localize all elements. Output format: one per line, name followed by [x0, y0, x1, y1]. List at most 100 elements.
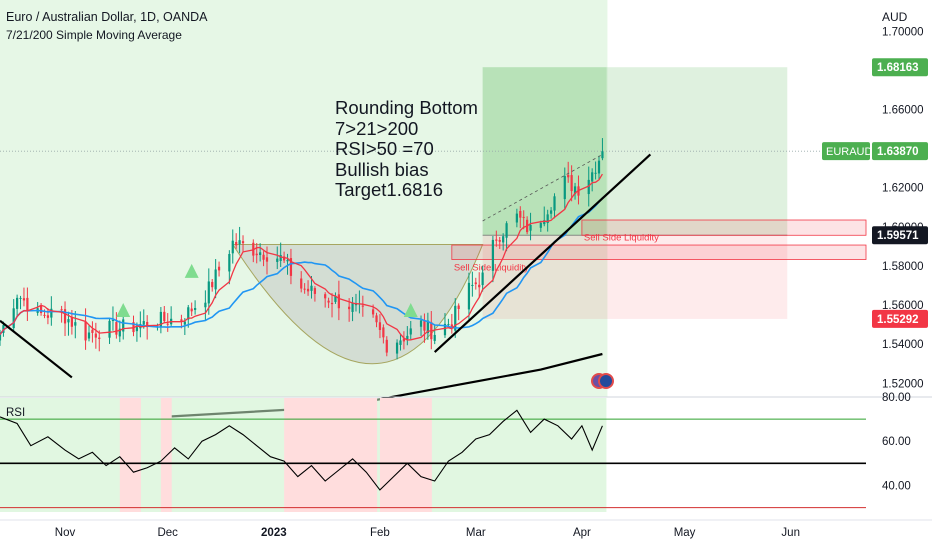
candle-body [22, 298, 26, 301]
price-tag [872, 309, 928, 328]
au-event-icon [598, 373, 614, 389]
rsi-background-band [379, 398, 432, 512]
symbol-tag [822, 142, 870, 161]
candle-body [515, 213, 518, 223]
rsi-axis-tick: 80.00 [882, 392, 911, 404]
candle-body [399, 340, 402, 345]
long-position-stop-zone [482, 235, 788, 319]
indicator-legend: 7/21/200 Simple Moving Average [6, 28, 182, 42]
rsi-background-band [160, 398, 172, 512]
projection-dashed-line [482, 154, 603, 222]
time-axis-tick: Jun [781, 527, 800, 539]
price-tag [872, 58, 928, 77]
rsi-axis-tick: 40.00 [882, 480, 911, 492]
trendline [433, 153, 652, 353]
sell-side-liquidity-label: Sell Side Liquidity [584, 232, 659, 243]
price-axis-tick: 1.70000 [882, 26, 924, 38]
candle-body [334, 296, 337, 302]
candle-body [419, 320, 423, 327]
candle-body [211, 281, 214, 288]
candle-body [567, 174, 570, 178]
candle-body [505, 223, 508, 238]
candle-body [549, 210, 553, 214]
candle-body [433, 334, 436, 341]
sell-side-liquidity-zone [581, 219, 867, 236]
candle-body [115, 322, 118, 335]
candle-body [454, 305, 457, 331]
time-axis-tick: Nov [55, 527, 76, 539]
candle-body [39, 305, 43, 314]
rsi-background-band [119, 398, 141, 512]
time-axis-tick: Apr [573, 527, 591, 539]
candle-body [587, 179, 590, 195]
candle-body [570, 175, 573, 192]
candle-body [190, 308, 193, 312]
candle-body [543, 220, 546, 225]
candle-body [67, 319, 70, 323]
candle-body [187, 307, 190, 320]
candle-body [289, 258, 293, 276]
symbol-tag-label: EURAUD [826, 146, 873, 158]
candle-body [573, 186, 577, 194]
candle-body [26, 297, 29, 312]
price-axis-tick: 1.58000 [882, 261, 924, 273]
candle-body [402, 338, 406, 342]
trendline [0, 319, 73, 379]
candle-body [303, 288, 306, 290]
candle-body [259, 252, 262, 256]
candle-body [553, 196, 556, 211]
sma-7-line [0, 173, 603, 341]
candle-body [276, 258, 279, 262]
time-axis-tick: 2023 [261, 527, 287, 539]
candle-body [563, 176, 566, 200]
sell-side-liquidity-label: Sell Side Liquidity [454, 263, 529, 274]
candle-body [180, 319, 183, 322]
candle-body [601, 151, 604, 159]
candle-body [471, 284, 474, 286]
candle-body [163, 311, 166, 322]
candle-body [265, 257, 269, 262]
candle-body [591, 172, 594, 182]
candle-body [337, 294, 340, 309]
candle-body [146, 321, 149, 328]
candle-body [423, 320, 426, 331]
candle-body [60, 309, 63, 311]
price-tag-label: 1.68163 [877, 62, 919, 74]
candle-body [108, 320, 111, 338]
buy-signal-triangle [184, 263, 199, 278]
rsi-background-band [284, 398, 378, 512]
candle-body [142, 321, 145, 325]
candle-body [594, 172, 597, 174]
candle-body [519, 210, 522, 218]
candle-body [193, 308, 197, 310]
long-position-target-zone [482, 67, 788, 236]
candle-body [546, 214, 549, 223]
price-tag [872, 226, 928, 245]
price-axis-tick: 1.62000 [882, 183, 924, 195]
candle-body [330, 302, 334, 305]
candle-body [98, 337, 101, 339]
candle-body [166, 323, 169, 325]
candle-body [498, 240, 501, 242]
rsi-title: RSI [6, 407, 25, 419]
chart-title: Euro / Australian Dollar, 1D, OANDA [6, 10, 208, 24]
candle-body [502, 236, 505, 243]
candle-body [467, 282, 471, 310]
candle-body [529, 224, 532, 231]
annotation-line: Target1.6816 [335, 179, 444, 200]
candle-body [135, 327, 139, 332]
candle-body [74, 322, 77, 326]
currency-label: AUD [882, 10, 908, 24]
candle-body [395, 342, 399, 354]
candle-body [91, 329, 94, 333]
candle-body [70, 316, 73, 327]
candle-body [231, 240, 234, 254]
analysis-annotation: Rounding Bottom 7>21>200 RSI>50 =70 Bullish… [335, 97, 478, 201]
candle-body [214, 269, 217, 290]
time-axis-tick: Mar [466, 527, 486, 539]
candle-body [478, 284, 481, 288]
candle-body [63, 309, 67, 324]
annotation-line: 7>21>200 [335, 117, 419, 139]
candle-body [409, 328, 412, 335]
